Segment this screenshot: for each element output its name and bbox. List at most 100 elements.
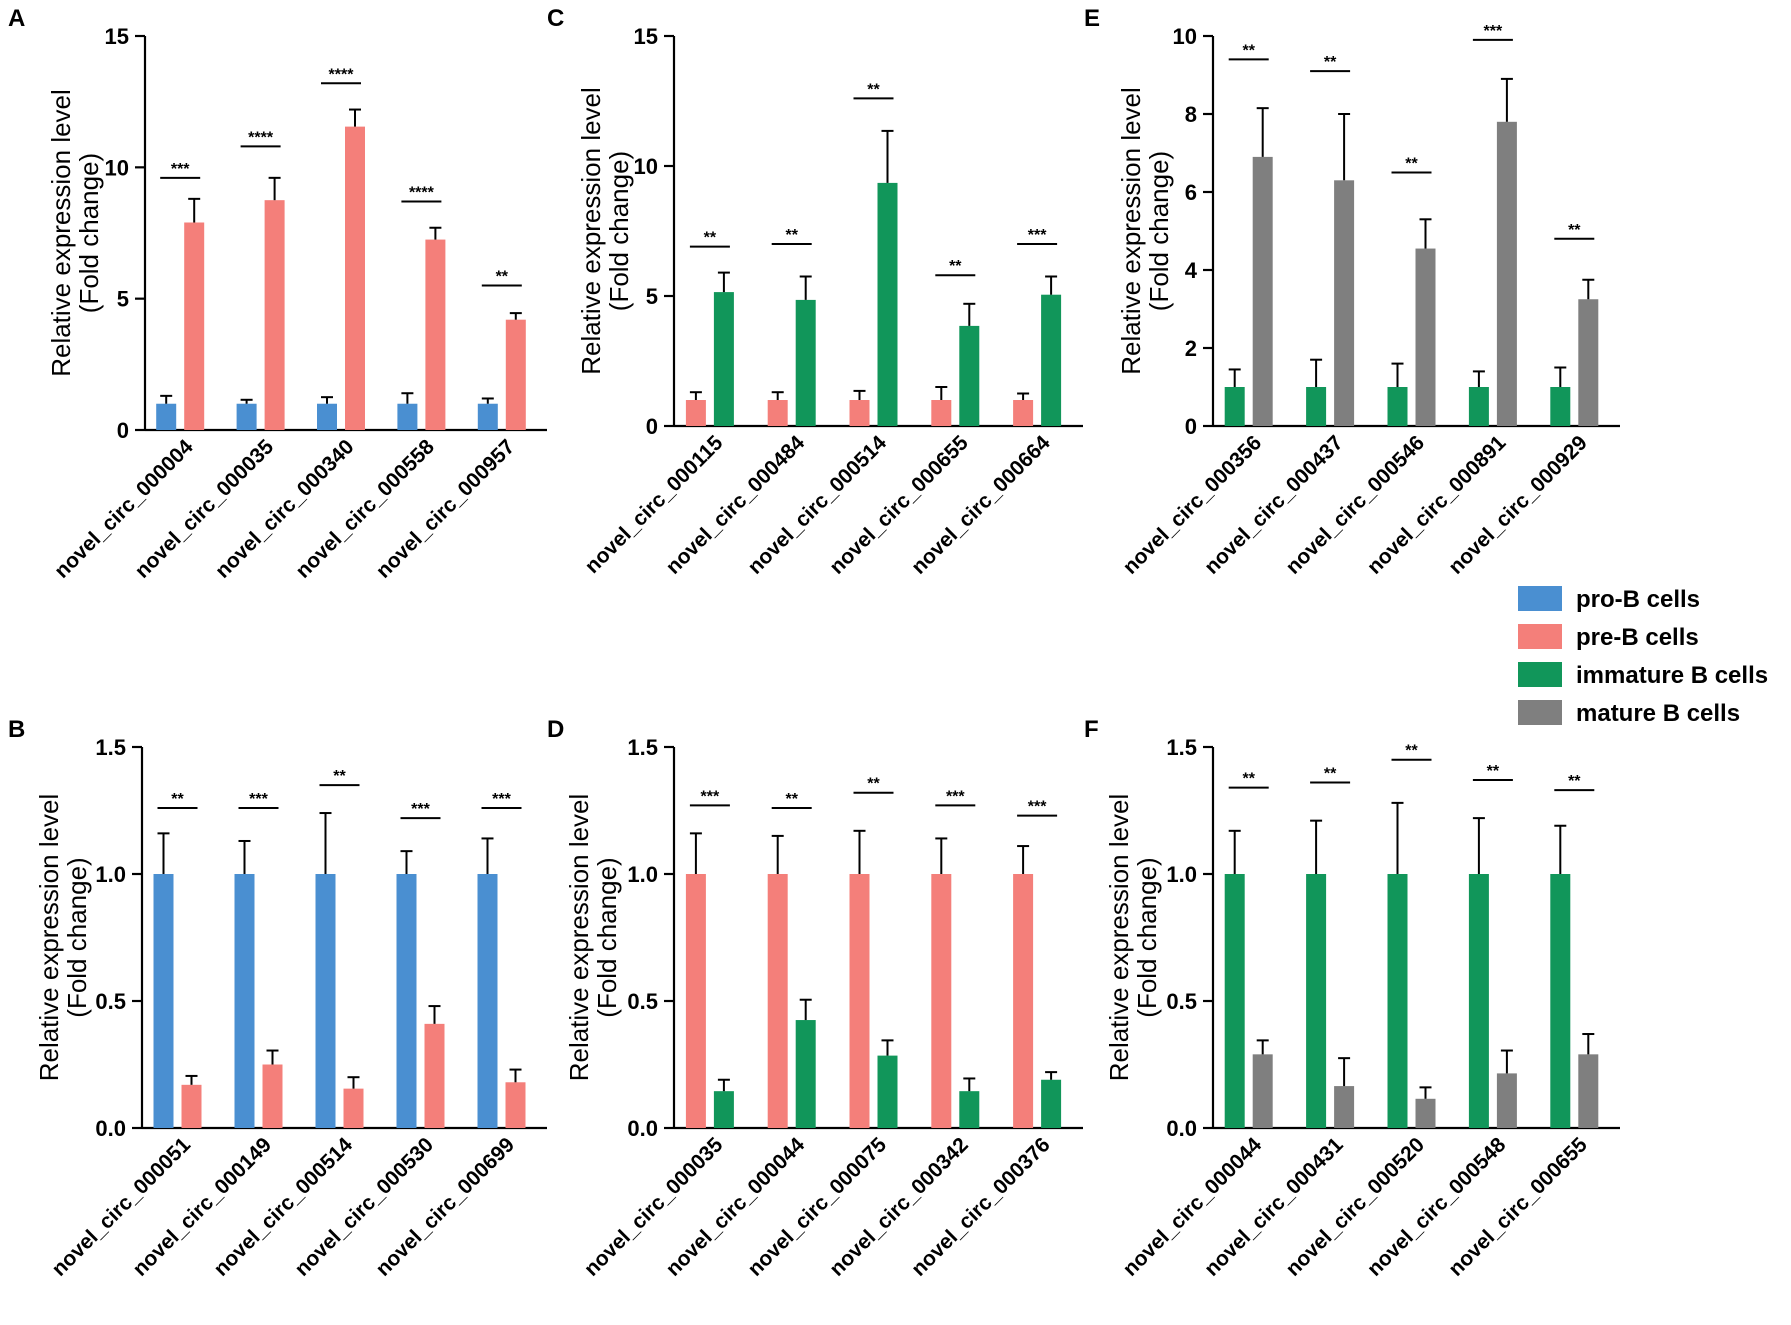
y-tick-label: 0.5 [95,989,126,1014]
y-axis-title-line1: Relative expression level [46,89,76,377]
legend-label: pro-B cells [1576,586,1700,613]
bar-pre-b-cells [767,874,788,1128]
panel-letter-c: C [547,5,564,32]
x-category-label: novel_circ_000376 [907,1133,1055,1281]
significance-label: ** [1568,773,1581,790]
bar-pre-b-cells [1013,874,1034,1128]
y-axis-title-line1: Relative expression level [564,794,594,1082]
bar-pre-b-cells [1013,400,1034,426]
y-tick-label: 0.5 [1166,989,1197,1014]
bar-mature-b-cells [1496,121,1517,427]
x-category-label: novel_circ_000342 [825,1133,973,1281]
significance-label: **** [329,66,355,83]
bar-immature-b-cells [1306,387,1327,426]
x-category-label: novel_circ_000957 [372,435,520,583]
bar-mature-b-cells [1578,299,1599,426]
bar-immature-b-cells [959,1091,980,1128]
bar-pre-b-cells [685,874,706,1128]
x-category-label: novel_circ_000044 [1119,1133,1267,1281]
panel-letter-f: F [1084,716,1099,743]
significance-label: ** [1487,763,1500,780]
x-category-label: novel_circ_000655 [825,431,973,579]
significance-label: ** [333,768,346,785]
bar-pro-b-cells [397,403,418,430]
bar-pre-b-cells [425,239,446,430]
legend-label: mature B cells [1576,700,1740,727]
significance-label: *** [249,791,268,808]
bar-immature-b-cells [1224,874,1245,1128]
y-axis-title-line1: Relative expression level [1104,794,1134,1082]
y-tick-label: 1.5 [1166,735,1197,760]
significance-label: *** [1028,227,1047,244]
bar-immature-b-cells [1387,874,1408,1128]
x-category-label: novel_circ_000075 [743,1133,891,1281]
bar-immature-b-cells [795,299,816,426]
y-tick-label: 15 [634,24,658,49]
y-tick-label: 5 [646,284,658,309]
legend-label: immature B cells [1576,662,1768,689]
bar-pre-b-cells [184,222,205,430]
bar-immature-b-cells [959,325,980,426]
bar-pro-b-cells [315,874,336,1128]
bar-immature-b-cells [877,1055,898,1128]
significance-label: ** [171,791,184,808]
legend-swatch [1518,624,1562,649]
significance-label: ** [1568,222,1581,239]
bar-immature-b-cells [1306,874,1327,1128]
bar-pro-b-cells [477,874,498,1128]
x-category-label: novel_circ_000891 [1363,431,1511,579]
significance-label: ** [1242,42,1255,59]
bar-pre-b-cells [849,874,870,1128]
bar-immature-b-cells [1041,1079,1062,1128]
y-axis-title-line2: (Fold change) [1144,151,1174,311]
bar-immature-b-cells [877,182,898,426]
significance-label: ** [785,791,798,808]
y-tick-label: 1.0 [1166,862,1197,887]
y-axis-title-line1: Relative expression level [1116,87,1146,375]
x-category-label: novel_circ_000431 [1200,1133,1348,1281]
x-category-label: novel_circ_000035 [131,435,279,583]
y-axis-title-line1: Relative expression level [34,794,64,1082]
significance-label: ** [1405,156,1418,173]
legend-swatch [1518,700,1562,725]
y-tick-label: 1.0 [95,862,126,887]
y-tick-label: 1.0 [627,862,658,887]
significance-label: ** [1405,743,1418,760]
bar-mature-b-cells [1334,180,1355,426]
bar-immature-b-cells [1550,387,1571,426]
panel-c: C 0 5 10 15 Relative expression level(Fold ch… [547,5,1083,579]
x-category-label: novel_circ_000514 [209,1133,357,1281]
y-tick-label: 0.0 [95,1116,126,1141]
significance-label: **** [248,129,274,146]
bar-immature-b-cells [1224,387,1245,426]
significance-label: ** [496,269,509,286]
bar-mature-b-cells [1415,1098,1436,1128]
bar-pre-b-cells [424,1023,445,1128]
x-category-label: novel_circ_000548 [1363,1133,1511,1281]
y-tick-label: 2 [1185,336,1197,361]
bar-pre-b-cells [264,200,285,430]
bar-immature-b-cells [1387,387,1408,426]
x-category-label: novel_circ_000356 [1119,431,1267,579]
panel-letter-b: B [8,716,25,743]
y-tick-label: 15 [105,24,129,49]
significance-label: *** [171,161,190,178]
bar-immature-b-cells [1041,294,1062,426]
bar-pro-b-cells [234,874,255,1128]
bar-pre-b-cells [767,400,788,426]
significance-label: *** [1028,799,1047,816]
y-tick-label: 8 [1185,102,1197,127]
panel-b: B 0.0 0.5 1.0 1.5 Relative expression level(F… [8,716,547,1281]
bar-mature-b-cells [1252,156,1273,426]
x-category-label: novel_circ_000437 [1200,431,1348,579]
bar-pre-b-cells [931,874,952,1128]
significance-label: ** [785,227,798,244]
x-category-label: novel_circ_000655 [1444,1133,1592,1281]
bar-mature-b-cells [1578,1054,1599,1128]
bar-pro-b-cells [236,403,257,430]
x-category-label: novel_circ_000484 [662,431,810,579]
significance-label: *** [492,791,511,808]
significance-label: ** [1242,771,1255,788]
significance-label: ** [1324,766,1337,783]
y-axis-title-line2: (Fold change) [592,857,622,1017]
